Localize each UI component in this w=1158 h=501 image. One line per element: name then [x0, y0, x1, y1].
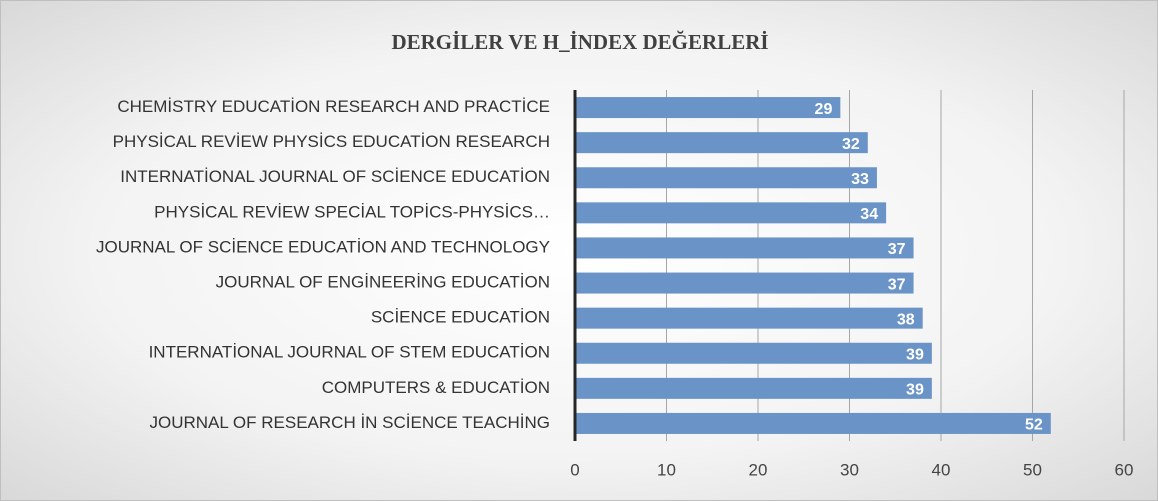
- y-tick-label: JOURNAL OF SCİENCE EDUCATİON AND TECHNOL…: [96, 237, 550, 256]
- bar: [575, 412, 1051, 434]
- y-tick-label: CHEMİSTRY EDUCATİON RESEARCH AND PRACTİC…: [117, 97, 550, 116]
- bar: [575, 97, 841, 119]
- bar: [575, 202, 887, 224]
- x-tick-label: 50: [1023, 460, 1042, 479]
- y-tick-label: INTERNATİONAL JOURNAL OF SCİENCE EDUCATİ…: [120, 167, 550, 186]
- chart-title: DERGİLER VE H_İNDEX DEĞERLERİ: [391, 30, 768, 54]
- x-tick-label: 10: [657, 460, 676, 479]
- data-label: 39: [906, 382, 924, 399]
- data-label: 52: [1025, 417, 1043, 434]
- y-tick-label: PHYSİCAL REVİEW SPECİAL TOPİCS-PHYSİCS…: [154, 202, 550, 221]
- data-label: 29: [815, 101, 833, 118]
- y-tick-label: JOURNAL OF RESEARCH İN SCİENCE TEACHİNG: [149, 413, 550, 432]
- x-tick-label: 40: [932, 460, 951, 479]
- y-tick-label: INTERNATİONAL JOURNAL OF STEM EDUCATİON: [149, 343, 550, 362]
- data-label: 33: [851, 171, 869, 188]
- bar: [575, 307, 923, 329]
- x-tick-label: 20: [749, 460, 768, 479]
- bar: [575, 132, 868, 154]
- data-label: 34: [860, 206, 878, 223]
- data-label: 38: [897, 311, 915, 328]
- data-label: 37: [888, 276, 906, 293]
- bar: [575, 377, 932, 399]
- data-label: 37: [888, 241, 906, 258]
- y-tick-label: JOURNAL OF ENGİNEERİNG EDUCATİON: [216, 273, 550, 292]
- bar: [575, 342, 932, 364]
- bar: [575, 272, 914, 294]
- x-tick-label: 60: [1115, 460, 1134, 479]
- bar: [575, 167, 877, 189]
- x-tick-label: 30: [840, 460, 859, 479]
- data-label: 32: [842, 136, 860, 153]
- y-tick-label: SCİENCE EDUCATİON: [371, 308, 550, 327]
- data-label: 39: [906, 346, 924, 363]
- x-tick-label: 0: [570, 460, 579, 479]
- y-tick-label: PHYSİCAL REVİEW PHYSİCS EDUCATİON RESEAR…: [113, 132, 550, 151]
- bar: [575, 237, 914, 259]
- y-tick-label: COMPUTERS & EDUCATİON: [322, 378, 550, 397]
